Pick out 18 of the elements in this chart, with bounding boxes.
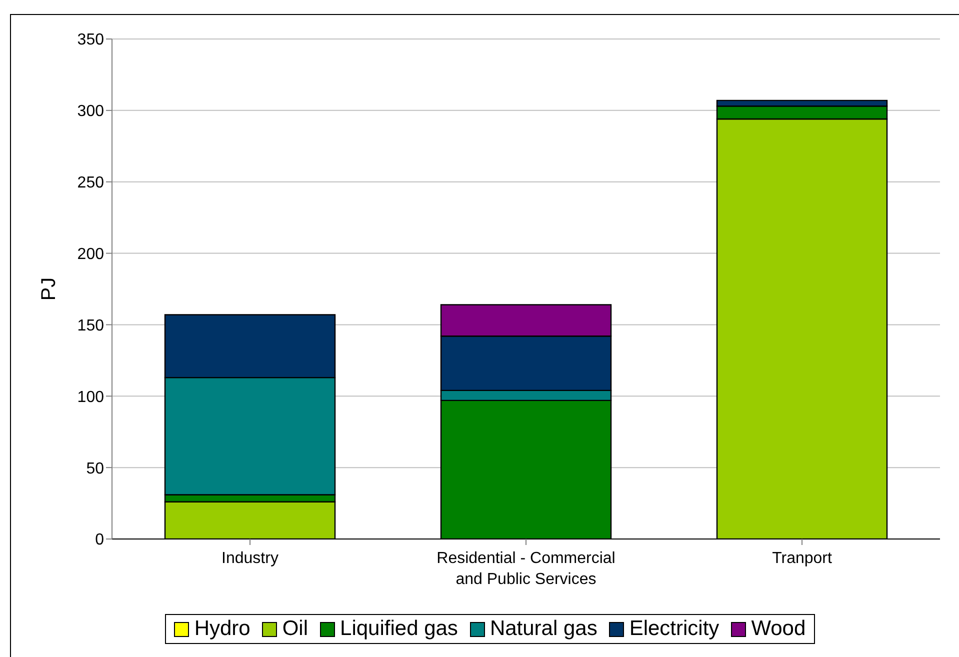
legend-label: Liquified gas [339,617,458,641]
legend-label: Natural gas [488,617,598,641]
y-tick-label: 150 [77,317,104,334]
y-tick-label: 0 [95,532,104,549]
legend-label: Wood [750,617,806,641]
y-tick-label: 300 [77,103,104,120]
legend-label: Hydro [193,617,250,641]
x-tick-label: Industry [222,550,278,567]
y-tick-label: 350 [77,32,104,49]
y-tick-label: 200 [77,246,104,263]
y-tick-label: 100 [77,388,104,406]
y-axis-title: PJ [38,277,60,301]
y-tick-label: 50 [86,460,104,478]
x-tick-label: Residential - Commercial and Public Services [436,550,616,588]
legend-label: Electricity [628,617,720,641]
legend-label: Oil [281,617,308,641]
x-tick-label: Tranport [772,550,832,567]
y-tick-label: 250 [77,174,104,192]
